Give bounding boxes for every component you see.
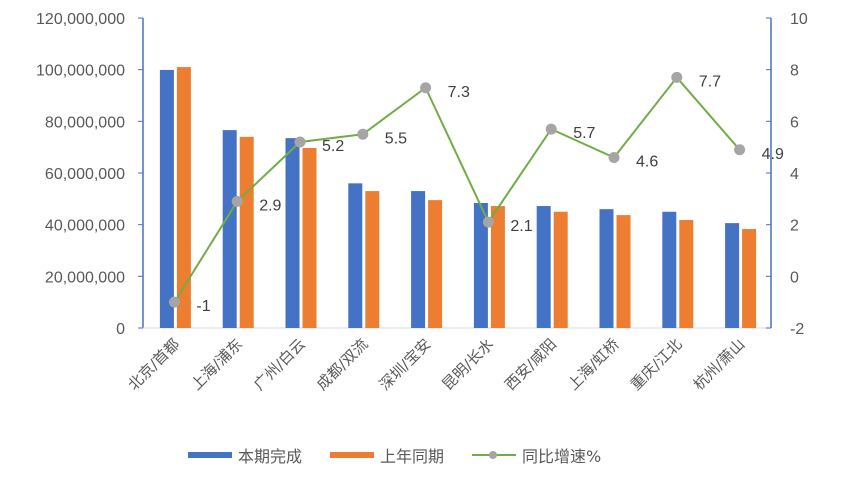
bar-prior-year: [553, 211, 568, 328]
category-label: 广州/白云: [250, 335, 309, 394]
bar-prior-year: [176, 67, 191, 328]
growth-data-label: 5.2: [322, 138, 344, 155]
chart-legend: 本期完成 上年同期 同比增速%: [188, 443, 629, 467]
line-marker: [482, 216, 494, 228]
line-marker: [420, 82, 432, 94]
legend-label: 本期完成: [238, 447, 303, 466]
left-tick-label: 20,000,000: [45, 269, 125, 286]
bar-current: [159, 69, 174, 329]
right-y-axis: -2 0 2 4 6 8 10: [766, 11, 808, 338]
bar-prior-year: [302, 147, 317, 328]
bar-current: [599, 209, 614, 328]
growth-data-label: 7.3: [448, 84, 470, 101]
left-y-axis: 0 20,000,000 40,000,000 60,000,000 80,000,00…: [36, 11, 771, 338]
bar-current: [473, 202, 488, 328]
line-marker: [357, 128, 369, 140]
bar-prior-year: [365, 191, 380, 328]
category-label: 上海/浦东: [187, 335, 246, 394]
bar-prior-year: [679, 220, 694, 328]
bar-current: [348, 183, 363, 328]
category-label: 杭州/萧山: [690, 335, 749, 394]
line-marker: [545, 123, 557, 135]
category-axis-labels: 北京/首都 上海/浦东 广州/白云 成都/双流 深圳/宝安 昆明/长水 西安/咸阳 上海/虹桥…: [124, 335, 748, 394]
legend-item-prior-year: 上年同期: [330, 443, 444, 467]
legend-line-marker-icon: [472, 449, 517, 461]
right-tick-label: 4: [790, 166, 799, 183]
growth-data-label: 4.9: [762, 146, 784, 163]
growth-data-label: 7.7: [699, 73, 721, 90]
left-tick-label: 100,000,000: [36, 63, 125, 80]
legend-label: 上年同期: [380, 447, 445, 466]
growth-line-series: -1 2.9 5.2 5.5 7.3 2.1 5.7 4.6 7.7 4.9: [168, 71, 784, 315]
legend-item-growth: 同比增速%: [472, 443, 601, 467]
bar-current: [285, 138, 300, 328]
legend-label: 同比增速%: [522, 447, 602, 466]
bar-prior-year: [616, 215, 631, 328]
line-marker: [231, 195, 243, 207]
left-tick-label: 120,000,000: [36, 11, 125, 28]
right-tick-label: 0: [790, 269, 799, 286]
category-label: 上海/虹桥: [564, 335, 623, 394]
growth-data-label: 5.5: [385, 130, 407, 147]
category-label: 北京/首都: [124, 335, 183, 394]
left-tick-label: 40,000,000: [45, 218, 125, 235]
right-tick-label: 8: [790, 63, 799, 80]
bar-current: [222, 130, 237, 328]
legend-swatch-blue: [188, 452, 232, 458]
line-marker: [168, 296, 180, 308]
line-marker: [294, 136, 306, 148]
left-tick-label: 60,000,000: [45, 166, 125, 183]
right-tick-label: 10: [790, 11, 808, 28]
right-tick-label: 6: [790, 114, 799, 131]
bar-prior-year: [428, 200, 443, 328]
growth-data-label: -1: [196, 298, 210, 315]
line-marker: [608, 152, 620, 163]
line-marker: [671, 71, 683, 83]
category-label: 昆明/长水: [438, 335, 497, 394]
bar-current: [411, 191, 426, 328]
bar-current: [536, 206, 551, 328]
category-label: 重庆/江北: [627, 335, 686, 394]
growth-data-label: 5.7: [573, 125, 595, 142]
line-marker: [734, 144, 746, 156]
growth-data-label: 2.1: [510, 218, 532, 235]
legend-swatch-orange: [330, 452, 375, 458]
right-tick-label: 2: [790, 218, 799, 235]
growth-data-label: 4.6: [636, 154, 658, 171]
right-tick-label: -2: [790, 321, 804, 338]
category-label: 西安/咸阳: [501, 335, 560, 394]
legend-item-current: 本期完成: [188, 443, 302, 467]
bar-prior-year: [239, 136, 254, 328]
bar-prior-year: [490, 206, 505, 328]
category-label: 深圳/宝安: [376, 335, 435, 394]
bar-prior-year: [742, 229, 757, 328]
bar-current: [725, 223, 740, 328]
left-tick-label: 0: [116, 321, 125, 338]
bar-series: [159, 67, 757, 329]
category-label: 成都/双流: [313, 335, 372, 394]
bar-current: [662, 211, 677, 328]
growth-data-label: 2.9: [259, 197, 281, 214]
left-tick-label: 80,000,000: [45, 114, 125, 131]
